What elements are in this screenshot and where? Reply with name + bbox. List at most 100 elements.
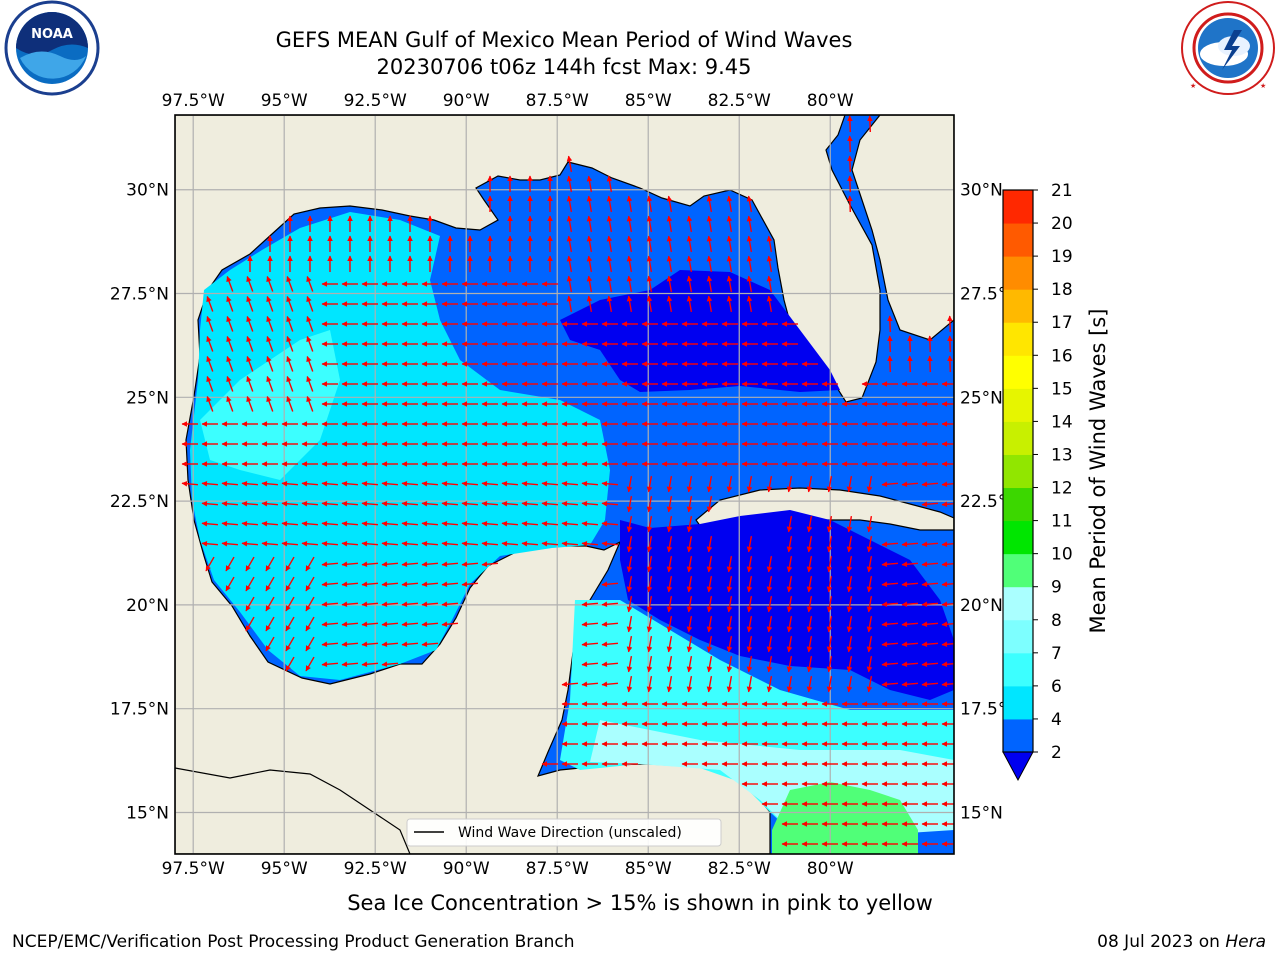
- wind-arrow: [285, 576, 295, 592]
- wind-arrow: [686, 555, 693, 573]
- wind-arrow: [421, 621, 439, 628]
- wind-arrow: [806, 575, 813, 593]
- vector-legend: Wind Wave Direction (unscaled): [406, 818, 722, 847]
- colorbar-bin: [1003, 388, 1033, 422]
- wind-arrow: [847, 155, 853, 173]
- wind-arrow: [441, 561, 459, 568]
- wind-arrow: [321, 601, 339, 608]
- wind-wave-direction-arrows: [181, 115, 954, 847]
- wind-arrow: [666, 255, 673, 273]
- wind-arrow: [726, 275, 733, 293]
- wind-arrow: [321, 561, 339, 568]
- wind-arrow: [341, 581, 359, 588]
- wind-arrow: [581, 480, 599, 487]
- wind-arrow: [266, 315, 274, 332]
- wind-arrow: [306, 375, 314, 392]
- wind-arrow: [321, 661, 339, 668]
- wind-arrow: [626, 535, 633, 553]
- colorbar-bin: [1003, 487, 1033, 522]
- colorbar-tick-label: 20: [1051, 214, 1073, 234]
- colorbar-bin: [1003, 454, 1033, 489]
- wind-arrow: [706, 555, 713, 573]
- wind-arrow: [646, 255, 653, 273]
- wind-arrow: [566, 175, 573, 193]
- colorbar-bin: [1003, 685, 1033, 720]
- wind-arrow: [561, 500, 579, 507]
- wind-arrow: [746, 675, 753, 693]
- wind-arrow: [421, 581, 439, 588]
- wind-arrow: [266, 275, 274, 292]
- wind-arrow: [265, 616, 275, 632]
- wind-arrow: [726, 635, 733, 653]
- wind-arrow: [666, 615, 673, 633]
- colorbar-tick-label: 13: [1051, 445, 1073, 465]
- y-tick-label-left: 17.5°N: [110, 700, 169, 720]
- wind-arrow: [541, 520, 559, 527]
- wind-arrow: [461, 581, 479, 588]
- wind-arrow: [901, 561, 919, 568]
- wind-arrow: [646, 295, 653, 313]
- wind-arrow: [421, 641, 439, 648]
- wind-arrow: [686, 295, 693, 313]
- wind-arrow: [241, 500, 259, 507]
- wind-arrow: [941, 661, 954, 668]
- wind-arrow: [305, 636, 315, 652]
- wind-arrow: [826, 475, 833, 493]
- footer-machine: Hera: [1225, 932, 1266, 952]
- wind-arrow: [361, 561, 379, 568]
- wind-arrow: [261, 480, 279, 487]
- wind-arrow: [521, 500, 539, 507]
- y-tick-label-left: 25°N: [126, 388, 169, 408]
- wind-arrow: [726, 475, 733, 493]
- wind-arrow: [286, 275, 294, 292]
- wind-arrow: [866, 535, 873, 553]
- wind-arrow: [646, 475, 653, 493]
- wind-arrow: [181, 480, 199, 487]
- wind-arrow: [646, 515, 653, 533]
- wind-arrow: [626, 655, 633, 673]
- svg-text:★: ★: [1190, 82, 1196, 90]
- wind-arrow: [901, 641, 919, 648]
- wind-arrow: [786, 555, 793, 573]
- wind-arrow: [305, 656, 315, 672]
- wind-arrow: [726, 255, 733, 273]
- wind-arrow: [901, 681, 919, 688]
- wind-arrow: [441, 601, 459, 608]
- colorbar-tick-label: 19: [1051, 247, 1073, 267]
- vector-legend-label: Wind Wave Direction (unscaled): [458, 825, 682, 841]
- region-4-6: [190, 212, 610, 680]
- wind-arrow: [381, 520, 399, 527]
- wind-arrow: [666, 535, 673, 553]
- wind-arrow: [887, 355, 893, 373]
- wind-arrow: [481, 561, 499, 568]
- wind-arrow: [521, 540, 539, 547]
- footer-date-text: 08 Jul 2023 on: [1097, 932, 1226, 952]
- y-tick-label-left: 20°N: [126, 596, 169, 616]
- colorbar-bin: [1003, 619, 1033, 654]
- wind-arrow: [846, 595, 853, 613]
- wind-arrow: [626, 495, 633, 513]
- wind-arrow: [706, 495, 713, 513]
- wind-arrow: [806, 475, 813, 493]
- wind-arrow: [626, 615, 633, 633]
- wind-arrow: [646, 535, 653, 553]
- wind-arrow: [921, 621, 939, 628]
- wind-arrow: [847, 175, 853, 193]
- wind-arrow: [706, 635, 713, 653]
- colorbar-tick-label: 10: [1051, 545, 1073, 565]
- wind-arrow: [646, 635, 653, 653]
- wind-arrow: [306, 295, 314, 312]
- wind-arrow: [285, 596, 295, 612]
- wind-arrow: [601, 480, 619, 487]
- colorbar-bin: [1003, 520, 1033, 555]
- nws-logo: ★ ★: [1181, 1, 1275, 95]
- wind-arrow: [921, 681, 939, 688]
- wind-arrow: [726, 675, 733, 693]
- wind-arrow: [746, 195, 753, 213]
- wind-arrow: [786, 635, 793, 653]
- wind-arrow: [245, 556, 255, 572]
- wind-arrow: [941, 541, 954, 548]
- wind-arrow: [286, 355, 294, 372]
- wind-arrow: [746, 295, 753, 313]
- wind-arrow: [205, 556, 215, 572]
